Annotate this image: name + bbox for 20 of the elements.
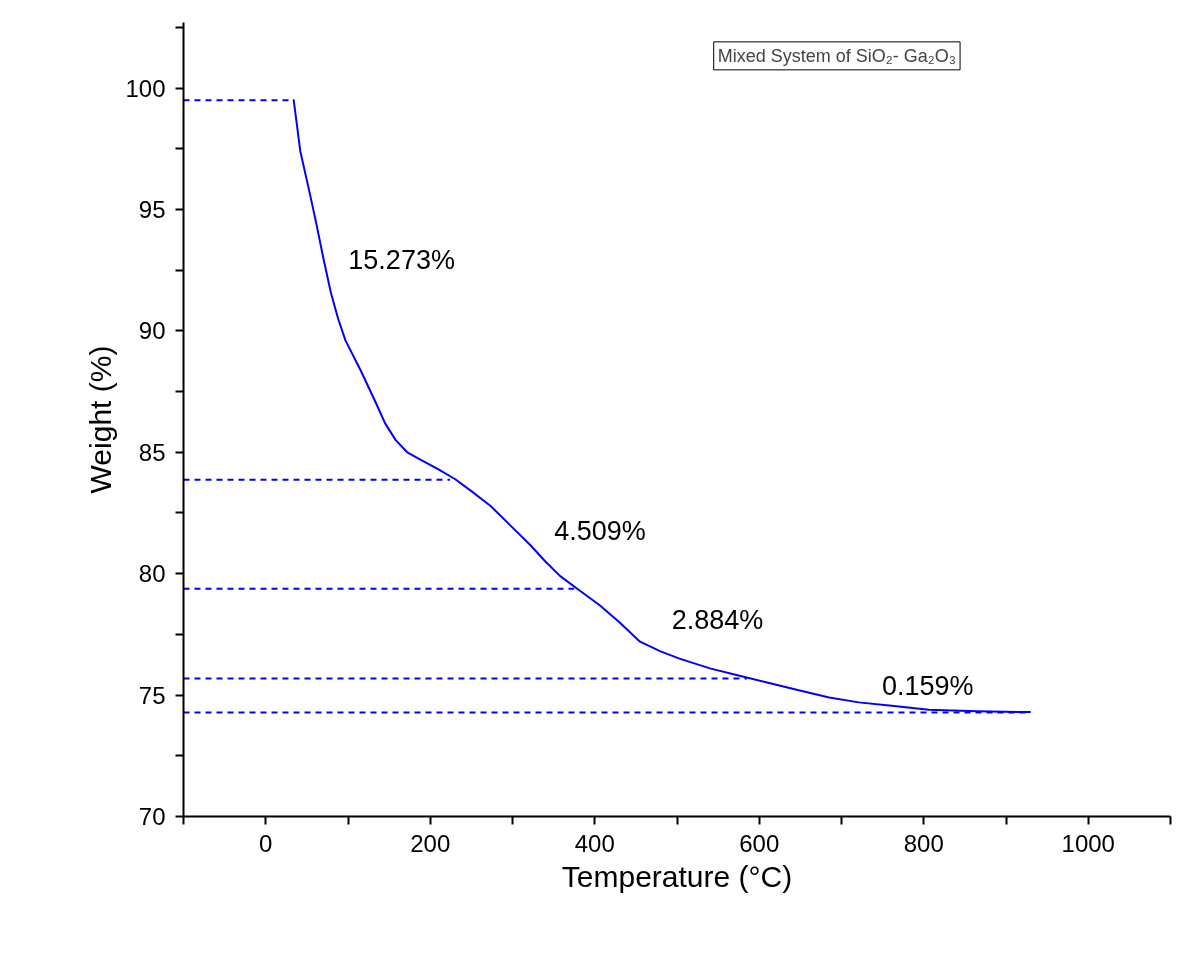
y-tick-label: 100 xyxy=(125,74,166,102)
x-tick-label: 800 xyxy=(903,829,944,857)
y-tick-label: 90 xyxy=(138,317,166,345)
y-tick-label: 85 xyxy=(138,438,166,466)
annotation: 15.273% xyxy=(348,244,455,275)
text: Mixed System of SiO₂- Ga₂O₃ xyxy=(717,45,957,66)
y-tick-label: 95 xyxy=(138,195,166,223)
y-axis-title: Weight (%) xyxy=(84,345,118,494)
x-axis-title: Temperature (°C) xyxy=(561,859,793,893)
x-tick-label: 200 xyxy=(410,829,451,857)
x-tick-label: 400 xyxy=(574,829,615,857)
annotation: 4.509% xyxy=(554,515,646,546)
x-tick-label: 1000 xyxy=(1061,829,1115,857)
annotation: 0.159% xyxy=(881,671,974,702)
y-tick-label: 75 xyxy=(138,681,166,709)
x-tick-label: 0 xyxy=(259,829,273,857)
annotation: 2.884% xyxy=(671,604,764,635)
y-tick-label: 70 xyxy=(138,803,166,830)
y-tick-label: 80 xyxy=(138,560,166,588)
x-tick-label: 600 xyxy=(739,829,780,857)
